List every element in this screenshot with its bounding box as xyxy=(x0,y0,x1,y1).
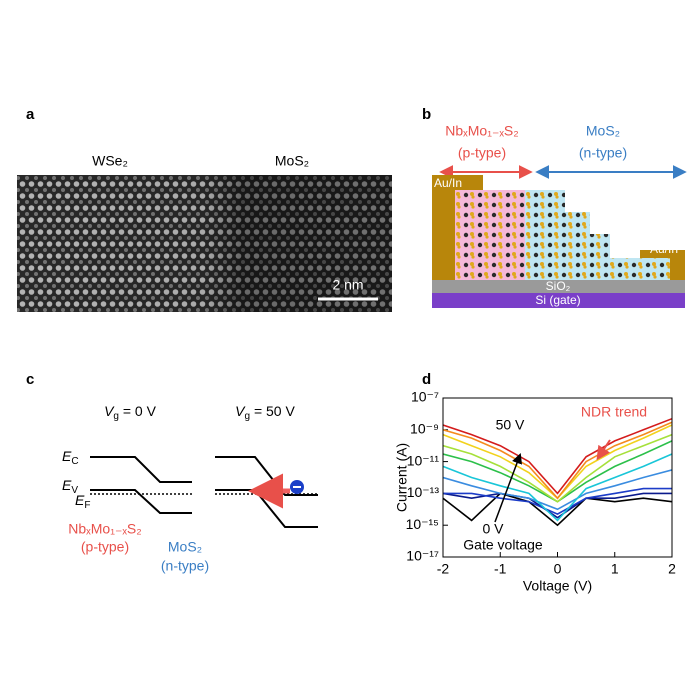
band-label: EC xyxy=(62,448,79,467)
contact-label: Au/In xyxy=(434,176,462,190)
lattice xyxy=(455,212,590,234)
valence-band xyxy=(215,489,318,528)
material-label: MoS₂ xyxy=(586,123,620,139)
x-tick-label: 1 xyxy=(611,561,619,577)
oxide xyxy=(432,280,685,293)
panel-label: c xyxy=(26,371,34,388)
annotation: 0 V xyxy=(482,521,504,537)
iv-curve xyxy=(443,417,672,495)
scale-label: 2 nm xyxy=(332,277,363,293)
annotation: Gate voltage xyxy=(463,537,543,553)
material-label: WSe₂ xyxy=(92,153,128,169)
iv-curve xyxy=(443,469,672,511)
panel-a: a WSe₂ MoS₂ 2 nm xyxy=(17,106,392,312)
iv-curve xyxy=(443,421,672,500)
gate-arrow xyxy=(494,453,522,523)
type-label: (p-type) xyxy=(81,539,129,555)
gate-condition: Vg = 50 V xyxy=(235,403,295,422)
material-label: MoS₂ xyxy=(168,539,202,555)
y-tick-label: 10⁻¹⁷ xyxy=(406,548,439,564)
annotation: NDR trend xyxy=(581,404,647,420)
material-label: MoS₂ xyxy=(275,153,309,169)
panel-label: a xyxy=(26,106,35,123)
lattice xyxy=(455,258,670,280)
contact xyxy=(455,175,483,190)
material-label: NbₓMo₁₋ₓS₂ xyxy=(68,521,141,537)
gate xyxy=(432,293,685,308)
band-label: EF xyxy=(75,492,90,511)
type-label: (n-type) xyxy=(579,145,627,161)
iv-curve xyxy=(443,453,672,522)
x-tick-label: 2 xyxy=(668,561,676,577)
y-tick-label: 10⁻¹⁵ xyxy=(406,516,439,532)
band-label: EV xyxy=(62,477,78,496)
y-tick-label: 10⁻⁷ xyxy=(411,389,439,405)
type-label: (p-type) xyxy=(458,145,506,161)
y-tick-label: 10⁻⁹ xyxy=(410,421,439,437)
gate-label: Si (gate) xyxy=(535,293,580,307)
gate-condition: Vg = 0 V xyxy=(104,403,157,422)
panel-label: b xyxy=(422,106,431,123)
panel-b: b NbₓMo₁₋ₓS₂ (p-type) MoS₂ (n-type) Au/I… xyxy=(422,106,687,308)
x-tick-label: -1 xyxy=(494,561,507,577)
material-label: NbₓMo₁₋ₓS₂ xyxy=(445,123,518,139)
y-tick-label: 10⁻¹³ xyxy=(407,484,440,500)
y-axis-label: Current (A) xyxy=(394,443,410,512)
iv-curve xyxy=(443,492,672,527)
contact xyxy=(640,250,685,258)
tem-shading xyxy=(17,175,392,312)
oxide-label: SiO₂ xyxy=(546,279,571,293)
lattice xyxy=(455,190,565,212)
conduction-band xyxy=(90,456,192,483)
iv-curve xyxy=(443,433,672,503)
iv-curve xyxy=(443,487,672,515)
ndr-arrow xyxy=(596,439,611,461)
annotation: 50 V xyxy=(496,417,525,433)
iv-curve xyxy=(443,492,672,519)
x-axis-label: Voltage (V) xyxy=(523,578,592,594)
y-tick-label: 10⁻¹¹ xyxy=(407,452,440,468)
valence-band xyxy=(90,489,192,514)
plot-frame xyxy=(442,397,673,558)
contact-label: Au/In xyxy=(650,242,678,256)
x-tick-label: 0 xyxy=(554,561,562,577)
panel-label: d xyxy=(422,371,431,388)
lattice xyxy=(455,234,610,258)
panel-d: d 10⁻¹⁷ 10⁻¹⁵ 10⁻¹³ 10⁻¹¹ 10⁻⁹ 10⁻⁷ -2 -1 0 1 2 Vol… xyxy=(394,371,676,594)
panel-c: c Vg = 0 V Vg = 50 V EC EV EF NbₓMo₁₋ₓS₂… xyxy=(26,371,318,574)
contact xyxy=(432,175,455,280)
x-tick-label: -2 xyxy=(437,561,450,577)
contact xyxy=(670,258,685,280)
type-label: (n-type) xyxy=(161,558,209,574)
